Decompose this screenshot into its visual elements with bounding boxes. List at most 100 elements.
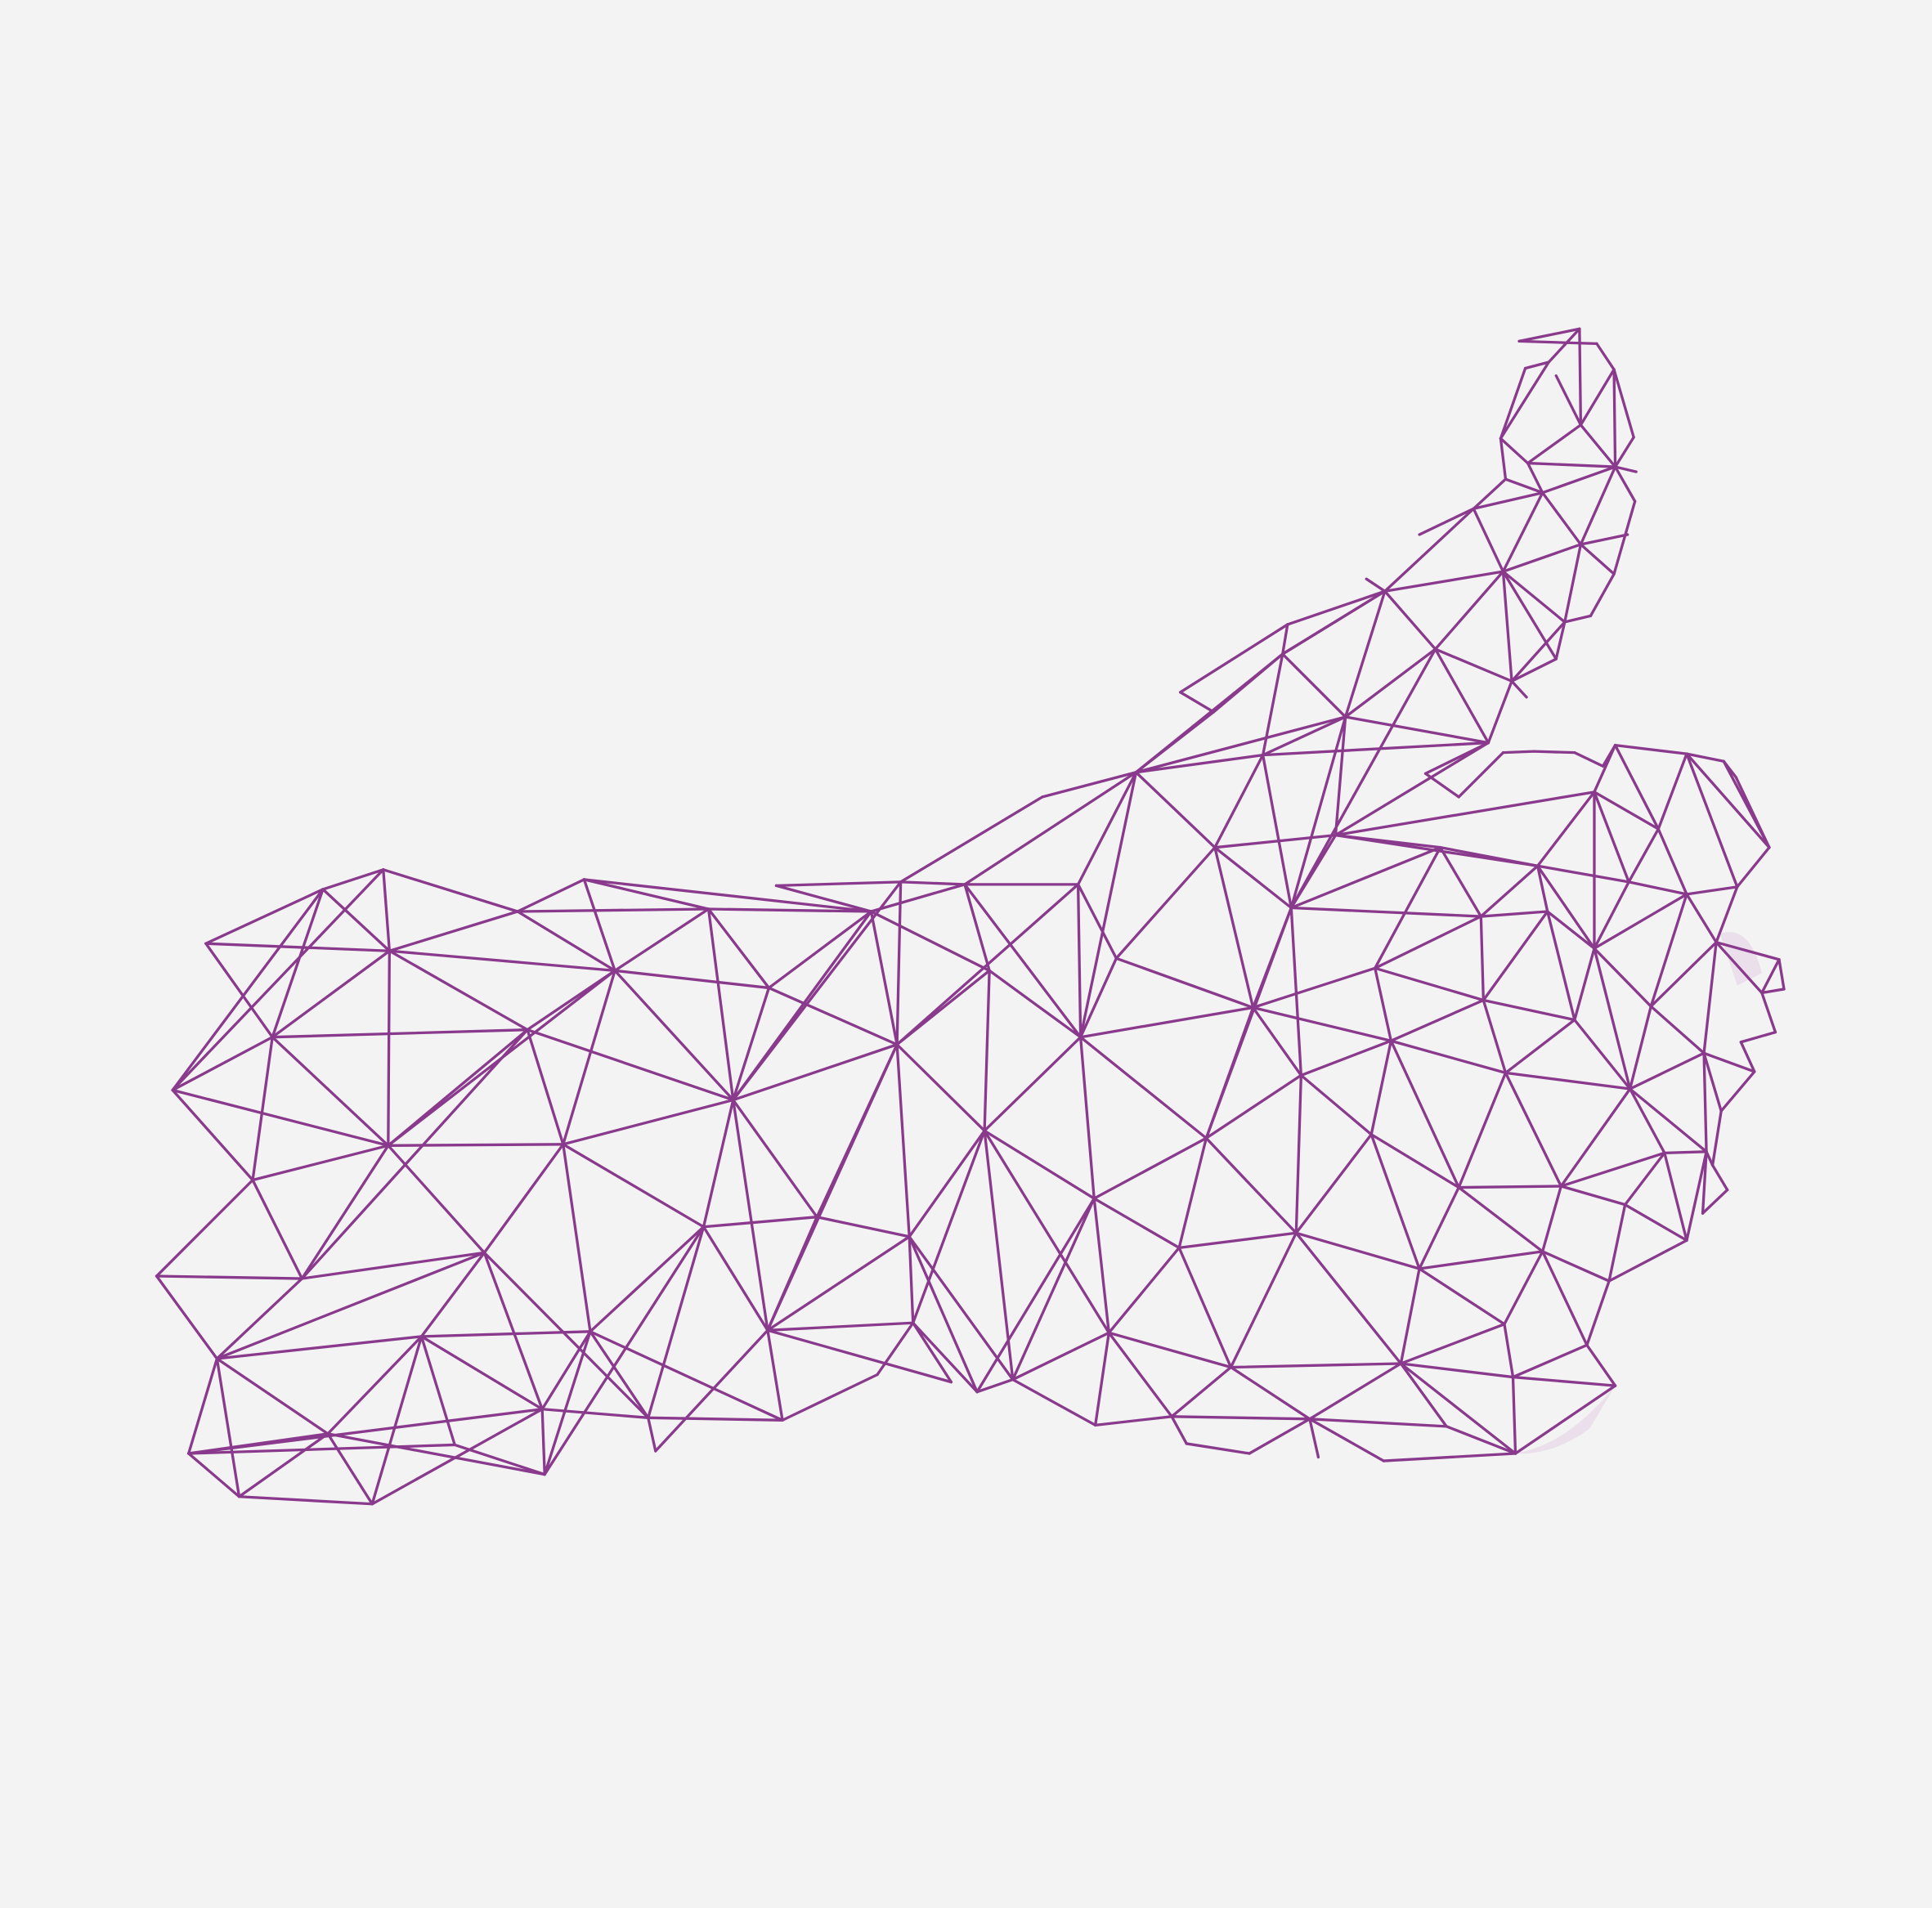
mesh-edge: [702, 1098, 735, 1229]
mesh-edge: [1579, 368, 1616, 427]
mesh-edge: [1739, 1041, 1756, 1073]
mesh-edge: [1702, 1051, 1723, 1113]
mesh-edge: [540, 1408, 546, 1476]
mesh-edge: [1382, 1452, 1517, 1462]
mesh-edge: [1710, 1109, 1723, 1167]
mesh-edge: [1078, 1006, 1255, 1039]
mesh-edge: [204, 942, 274, 1039]
mesh-edge: [766, 1235, 911, 1332]
mesh-edge: [766, 1328, 953, 1384]
mesh-edge: [1365, 577, 1387, 593]
mesh-edge: [1546, 910, 1596, 950]
mesh-edge: [543, 1330, 592, 1476]
mesh-edge: [215, 1335, 424, 1360]
mesh-edge: [702, 1216, 818, 1229]
mesh-edge: [1685, 893, 1718, 944]
mesh-edge: [1554, 374, 1583, 427]
mesh-edge: [1308, 1418, 1320, 1459]
mesh-edge: [1499, 437, 1508, 481]
mesh-edge: [1547, 327, 1581, 364]
mesh-edge: [654, 1328, 769, 1453]
mesh-edge: [1170, 1415, 1188, 1445]
mesh-edge: [1261, 741, 1490, 757]
mesh-edge: [1613, 743, 1688, 755]
mesh-edge: [271, 949, 391, 1039]
mesh-edge: [1501, 570, 1513, 683]
mesh-edge: [1541, 465, 1617, 495]
mesh-edge: [187, 1452, 241, 1498]
mesh-edge: [1472, 477, 1508, 510]
mesh-edge: [767, 986, 899, 1046]
mesh-edge: [1445, 1425, 1517, 1455]
mesh-edge: [781, 1373, 879, 1422]
mesh-edge: [1107, 1331, 1173, 1418]
mesh-edge: [419, 1335, 544, 1411]
mesh-edge: [895, 883, 1080, 1046]
mesh-edge: [1343, 589, 1387, 719]
mesh-edge: [1607, 1203, 1627, 1283]
mesh-edge: [1289, 647, 1437, 910]
mesh-edge: [1134, 771, 1217, 849]
mesh-edge: [1383, 507, 1475, 593]
mesh-edge: [1433, 647, 1513, 683]
mesh-edge: [482, 1251, 650, 1419]
mesh-edge: [1526, 461, 1617, 468]
mesh-edge: [1511, 1375, 1517, 1455]
mesh-edge: [321, 888, 391, 952]
mesh-edge: [774, 880, 903, 888]
mesh-edge: [1229, 1365, 1311, 1421]
mesh-edge: [562, 1143, 592, 1333]
mesh-edge: [1517, 339, 1598, 346]
mesh-edge: [1649, 893, 1688, 1008]
mesh-edge: [1213, 833, 1338, 849]
mesh-edge: [1501, 570, 1558, 661]
mesh-edge: [706, 907, 873, 913]
mesh-edge: [1503, 1323, 1515, 1379]
mesh-edge: [732, 1098, 769, 1332]
mesh-edge: [1511, 1343, 1589, 1379]
mesh-edge: [1554, 620, 1567, 661]
mesh-edge: [1213, 846, 1255, 1010]
mesh-edge: [1204, 1136, 1298, 1234]
mesh-edge: [562, 1143, 706, 1229]
mesh-edge: [387, 949, 391, 1147]
mesh-edge: [1343, 647, 1437, 719]
mesh-edge: [370, 1335, 424, 1506]
mesh-edge: [706, 907, 735, 1102]
mesh-edge: [382, 868, 519, 913]
mesh-edge: [171, 888, 325, 1092]
mesh-edge: [1702, 941, 1718, 1055]
mesh-edge: [963, 883, 1083, 1039]
mesh-edge: [1433, 570, 1505, 651]
mesh-edge: [540, 1330, 592, 1411]
mesh-edge: [975, 1197, 1096, 1394]
mesh-edge: [187, 1357, 219, 1455]
mesh-edge: [1511, 1375, 1617, 1387]
mesh-edge: [1229, 1362, 1403, 1369]
mesh-edge: [732, 1098, 818, 1219]
mesh-edge: [1343, 715, 1490, 745]
mesh-edge: [1510, 679, 1528, 699]
mesh-edge: [1251, 1006, 1303, 1077]
mesh-edge: [1623, 1203, 1688, 1242]
mesh-edge: [988, 969, 1083, 1039]
mesh-edge: [1457, 1185, 1544, 1253]
mesh-edge: [963, 883, 991, 972]
mesh-edge: [1374, 966, 1486, 1002]
mesh-edge: [562, 969, 616, 1146]
mesh-edge: [912, 1321, 979, 1394]
mesh-edge: [1535, 864, 1630, 884]
mesh-edge: [1573, 750, 1605, 768]
mesh-edge: [1204, 906, 1293, 1140]
mesh-edge: [1559, 1185, 1627, 1207]
mesh-edge: [1294, 1133, 1373, 1234]
mesh-edge: [1457, 750, 1505, 799]
mesh-edge: [963, 771, 1138, 886]
mesh-edge: [589, 1225, 706, 1333]
mesh-edge: [1299, 1073, 1373, 1136]
mesh-edge: [1593, 947, 1632, 1091]
mesh-edge: [1289, 846, 1442, 910]
mesh-edge: [895, 1043, 986, 1132]
